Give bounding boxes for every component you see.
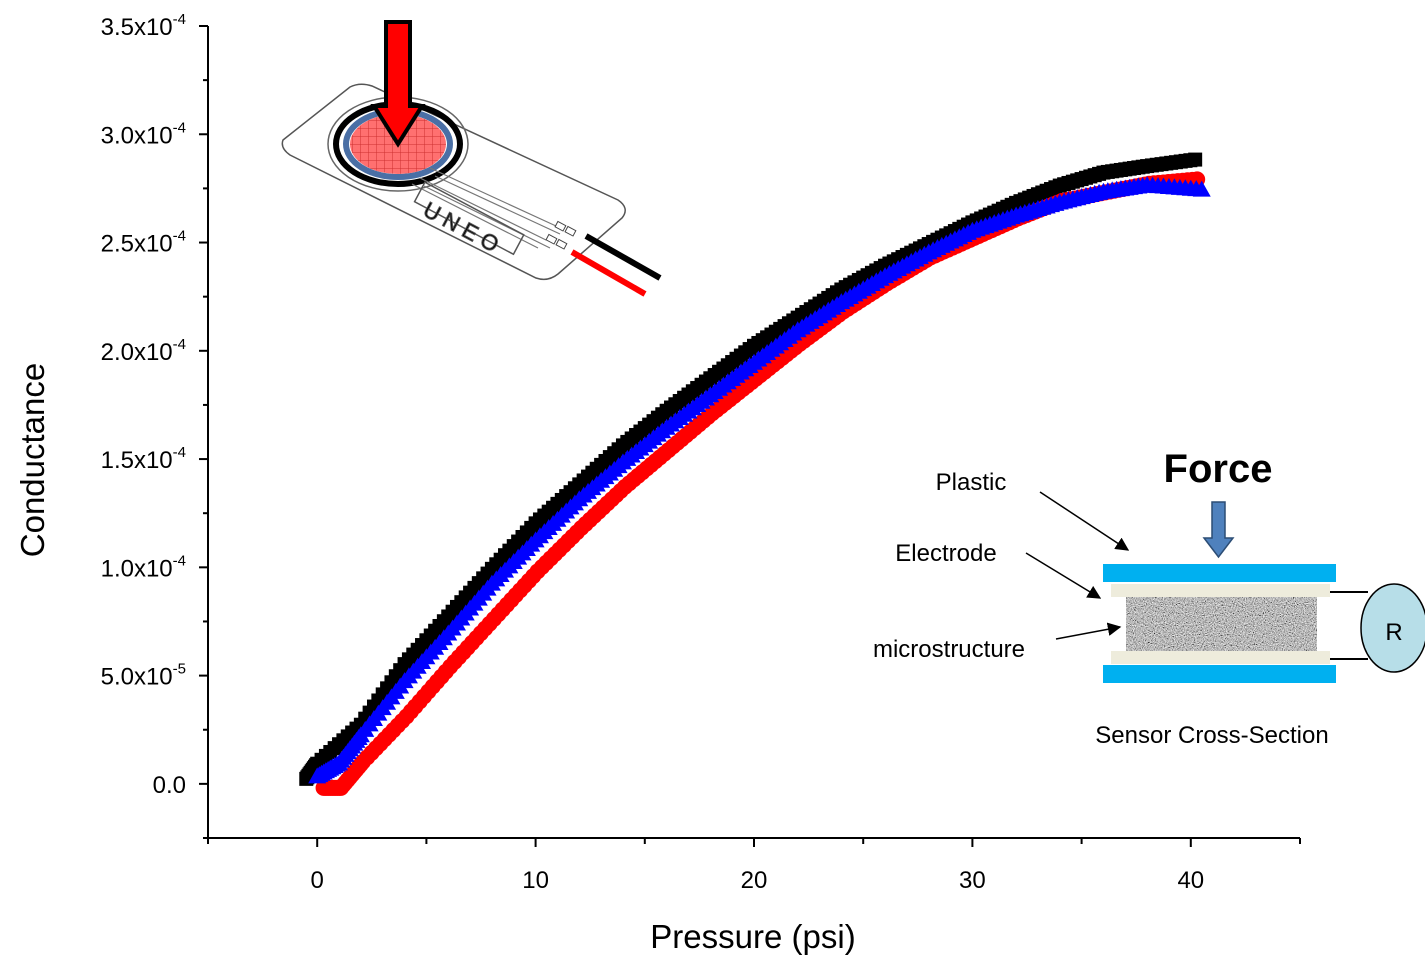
y-tick-label: 1.0x10-4 (101, 552, 186, 582)
y-tick-label: 2.5x10-4 (101, 228, 186, 258)
y-ticks: 0.0 5.0x10-5 1.0x10-4 1.5x10-4 2.0x10-4 2.5x1… (101, 11, 208, 838)
force-arrow-icon (1204, 502, 1233, 557)
electrode-label: Electrode (895, 540, 996, 567)
cross-section-caption: Sensor Cross-Section (1095, 722, 1328, 749)
black-lead-wire (586, 236, 660, 278)
series-circle (316, 171, 1206, 795)
microstructure-label: microstructure (873, 636, 1025, 663)
y-tick-label: 5.0x10-5 (101, 661, 186, 691)
electrode-pointer (1026, 553, 1100, 598)
x-ticks: 0 10 20 30 40 (208, 838, 1300, 894)
sensor-inset: UNEO (282, 22, 660, 294)
x-tick-label: 10 (522, 867, 549, 894)
y-tick-label: 1.5x10-4 (101, 444, 186, 474)
x-tick-label: 0 (311, 867, 324, 894)
force-label: Force (1164, 447, 1273, 491)
cross-section-inset: Force Plastic Electrode microstructure R… (873, 447, 1425, 749)
plastic-label: Plastic (936, 469, 1007, 496)
microstructure-pointer (1056, 627, 1120, 639)
y-tick-label: 3.5x10-4 (101, 11, 186, 41)
axes: 0 10 20 30 40 0.0 5.0x10-5 1.0x10-4 1.5x10-4 2.0… (101, 11, 1300, 894)
x-tick-label: 40 (1177, 867, 1204, 894)
x-tick-label: 30 (959, 867, 986, 894)
plastic-pointer (1040, 492, 1128, 550)
x-tick-label: 20 (741, 867, 768, 894)
top-plastic-layer (1103, 564, 1336, 582)
y-tick-label: 2.0x10-4 (101, 336, 186, 366)
data-series (299, 153, 1210, 796)
y-tick-label: 3.0x10-4 (101, 119, 186, 149)
series-triangle (308, 176, 1211, 783)
bottom-plastic-layer (1103, 665, 1336, 683)
bottom-electrode-layer (1111, 651, 1330, 664)
top-electrode-layer (1111, 584, 1330, 597)
red-lead-wire (572, 252, 645, 294)
resistor-label: R (1385, 619, 1402, 646)
microstructure-layer (1126, 597, 1317, 651)
data-point (1188, 153, 1202, 167)
y-tick-label: 0.0 (153, 772, 186, 799)
y-axis-title: Conductance (14, 363, 51, 557)
x-axis-title: Pressure (psi) (650, 918, 855, 955)
